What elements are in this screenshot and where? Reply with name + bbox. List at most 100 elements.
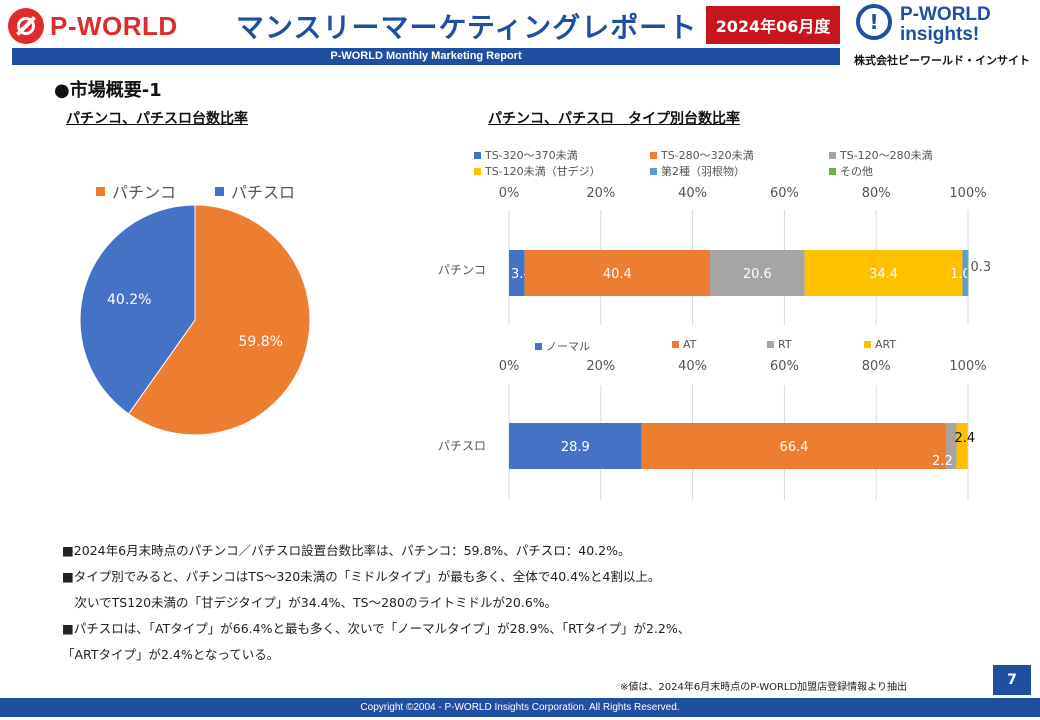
bar-segment-pachislot-2: [946, 423, 957, 469]
bar-label-pachislot-3: 2.4: [955, 431, 976, 446]
source-note: ※値は、2024年6月末時点のP-WORLD加盟店登録情報より抽出: [620, 682, 907, 693]
legend-swatch: [474, 167, 481, 175]
note-line: 「ARTタイプ」が2.4%となっている。: [62, 647, 280, 662]
copyright-footer: Copyright ©2004 - P-WORLD Insights Corpo…: [0, 698, 1040, 717]
legend-swatch: [672, 341, 679, 348]
pie-legend-label-pachislot: パチスロ: [231, 183, 296, 202]
note-line: ■パチスロは、「ATタイプ」が66.4%と最も多く、次いで「ノーマルタイプ」が2…: [62, 621, 691, 636]
x-tick-label: 20%: [586, 186, 615, 201]
x-tick-label: 40%: [678, 186, 707, 201]
pie-label-pachislot: 40.2%: [107, 292, 151, 308]
x-tick-label: 80%: [862, 186, 891, 201]
legend-label: TS-120～280未満: [840, 149, 933, 162]
note-line: 次いでTS120未満の「甘デジタイプ」が34.4%、TS～280のライトミドルが…: [62, 595, 558, 610]
x-tick-label: 60%: [770, 186, 799, 201]
section-title: ●市場概要-1: [54, 80, 162, 101]
pie-legend-pachislot: パチスロ: [215, 179, 295, 203]
legend-label: TS-320～370未満: [485, 149, 578, 162]
legend-label: その他: [840, 165, 873, 178]
category-label-pachislot: パチスロ: [438, 439, 486, 453]
pie-legend-swatch-pachislot: [215, 186, 224, 196]
legend-ts280-320: TS-280～320未満: [650, 147, 754, 163]
pie-label-pachinko: 59.8%: [239, 334, 283, 350]
legend-ts120-amadeji: TS-120未満（甘デジ）: [474, 163, 601, 179]
date-badge: 2024年06月度: [706, 6, 840, 44]
bar-segment-pachislot-0: [509, 423, 642, 469]
bar-segment-pachinko-3: [804, 250, 963, 296]
report-title: マンスリーマーケティングレポート: [236, 11, 698, 44]
note-line: ■タイプ別でみると、パチンコはTS～320未満の「ミドルタイプ」が最も多く、全体…: [62, 569, 661, 584]
legend-swatch: [767, 341, 774, 348]
legend-label: AT: [683, 338, 697, 351]
legend-label: RT: [778, 338, 792, 351]
bar-label-pachinko-2: 20.6: [743, 267, 772, 282]
logo-right-line1: P-WORLD: [900, 4, 991, 25]
pachislot-bars: 28.9 66.4 2.22.4: [509, 423, 975, 469]
legend-second-type: 第2種（羽根物）: [650, 163, 745, 179]
bar-label-pachinko-3: 34.4: [869, 267, 898, 282]
pachinko-bars: 3.4 40.4 20.6 34.4 1.0 0.3: [509, 250, 991, 296]
legend-ts320-370: TS-320～370未満: [474, 147, 578, 163]
bar-label-pachinko-1: 40.4: [603, 267, 632, 282]
x-tick-label: 40%: [678, 359, 707, 374]
bar-label-pachinko-4: 1.0: [950, 267, 971, 282]
legend-label: ノーマル: [546, 340, 590, 353]
stacked-bar-chart: 0% 20% 40% 60% 80% 100% 0% 20% 40% 60% 80% 100% 3.…: [438, 186, 991, 500]
legend-other: その他: [829, 163, 873, 179]
pie-slice-pachislot: [79, 204, 196, 415]
company-name: 株式会社ピーワールド・インサイト: [854, 54, 1030, 67]
bar-segment-pachinko-2: [710, 250, 805, 296]
legend-swatch: [650, 167, 657, 175]
legend-swatch: [474, 151, 481, 159]
bar-segment-pachinko-5: [967, 250, 969, 296]
bar-segment-pachinko-1: [524, 250, 711, 296]
exclamation-logo-icon: !: [856, 4, 892, 40]
pachislot-axis: 0% 20% 40% 60% 80% 100%: [499, 359, 987, 500]
p-world-logo-icon: [8, 8, 44, 44]
legend-swatch: [535, 342, 542, 350]
pie-legend-label-pachinko: パチンコ: [112, 183, 177, 202]
pie-chart-title: パチンコ、パチスロ台数比率: [66, 111, 248, 127]
legend-label: TS-120未満（甘デジ）: [485, 165, 601, 178]
legend-label: TS-280～320未満: [661, 149, 754, 162]
x-tick-label: 80%: [862, 359, 891, 374]
legend-rt: RT: [767, 338, 792, 351]
bar-segment-pachinko-0: [509, 250, 525, 296]
bar-chart-title: パチンコ、パチスロ タイプ別台数比率: [488, 111, 740, 127]
bar-label-pachislot-2: 2.2: [932, 454, 953, 469]
legend-swatch: [829, 151, 836, 159]
bar-label-pachinko-5: 0.3: [970, 260, 991, 275]
x-tick-label: 0%: [499, 186, 520, 201]
summary-notes: ■2024年6月末時点のパチンコ／パチスロ設置台数比率は、パチンコ：59.8%、…: [62, 538, 962, 668]
p-world-logo-text: P-WORLD: [50, 10, 178, 41]
category-label-pachinko: パチンコ: [438, 263, 486, 277]
legend-art: ART: [864, 338, 896, 351]
logo-right-line2: insights!: [900, 24, 980, 45]
legend-swatch: [829, 167, 836, 175]
legend-swatch: [864, 341, 871, 348]
bar-segment-pachislot-1: [641, 423, 947, 469]
legend-normal: ノーマル: [535, 338, 590, 354]
bar-label-pachislot-0: 28.9: [561, 440, 590, 455]
pie-chart: 59.8% 40.2%: [79, 204, 311, 436]
pie-legend-pachinko: パチンコ: [96, 179, 176, 203]
report-subtitle-band: P-WORLD Monthly Marketing Report: [12, 48, 840, 65]
x-tick-label: 60%: [770, 359, 799, 374]
pie-slice-pachinko: [127, 204, 311, 436]
legend-ts120-280: TS-120～280未満: [829, 147, 933, 163]
legend-label: ART: [875, 338, 897, 351]
bar-segment-pachinko-4: [962, 250, 968, 296]
x-tick-label: 20%: [586, 359, 615, 374]
p-world-logo: P-WORLD: [8, 6, 208, 46]
bar-segment-pachislot-3: [956, 423, 968, 469]
page-number: 7: [993, 665, 1031, 695]
legend-label: 第2種（羽根物）: [661, 165, 745, 178]
x-tick-label: 100%: [949, 186, 986, 201]
x-tick-label: 100%: [949, 359, 986, 374]
note-line: ■2024年6月末時点のパチンコ／パチスロ設置台数比率は、パチンコ：59.8%、…: [62, 543, 631, 558]
pie-legend-swatch-pachinko: [96, 186, 105, 196]
legend-at: AT: [672, 338, 696, 351]
x-tick-label: 0%: [499, 359, 520, 374]
p-world-insights-logo: ! P-WORLD insights! 株式会社ピーワールド・インサイト: [852, 2, 1038, 68]
bar-label-pachislot-1: 66.4: [780, 440, 809, 455]
